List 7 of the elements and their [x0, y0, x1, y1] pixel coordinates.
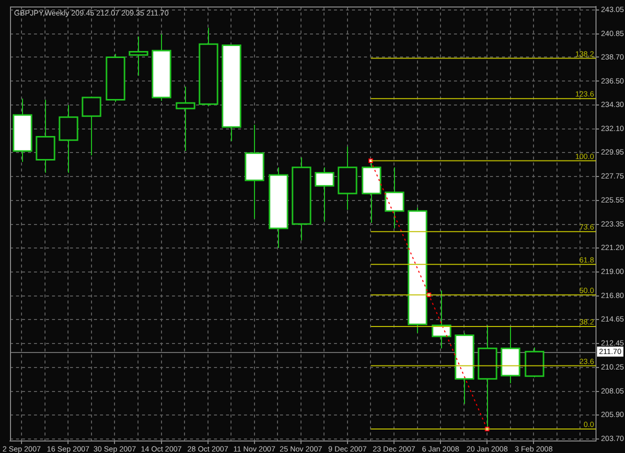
candlestick — [128, 36, 148, 76]
candlestick — [384, 166, 404, 229]
candlestick — [314, 166, 334, 222]
candlestick — [176, 86, 196, 152]
candlestick — [36, 99, 56, 174]
candlestick — [58, 104, 78, 174]
candlestick — [82, 96, 102, 156]
